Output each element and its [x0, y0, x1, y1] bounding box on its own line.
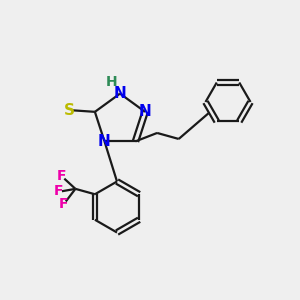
Text: F: F: [54, 184, 64, 198]
Text: N: N: [139, 104, 152, 119]
Text: H: H: [106, 75, 117, 88]
Text: N: N: [98, 134, 111, 149]
Text: N: N: [114, 86, 126, 101]
Text: F: F: [57, 169, 67, 183]
Text: S: S: [64, 103, 75, 118]
Text: F: F: [59, 197, 68, 212]
